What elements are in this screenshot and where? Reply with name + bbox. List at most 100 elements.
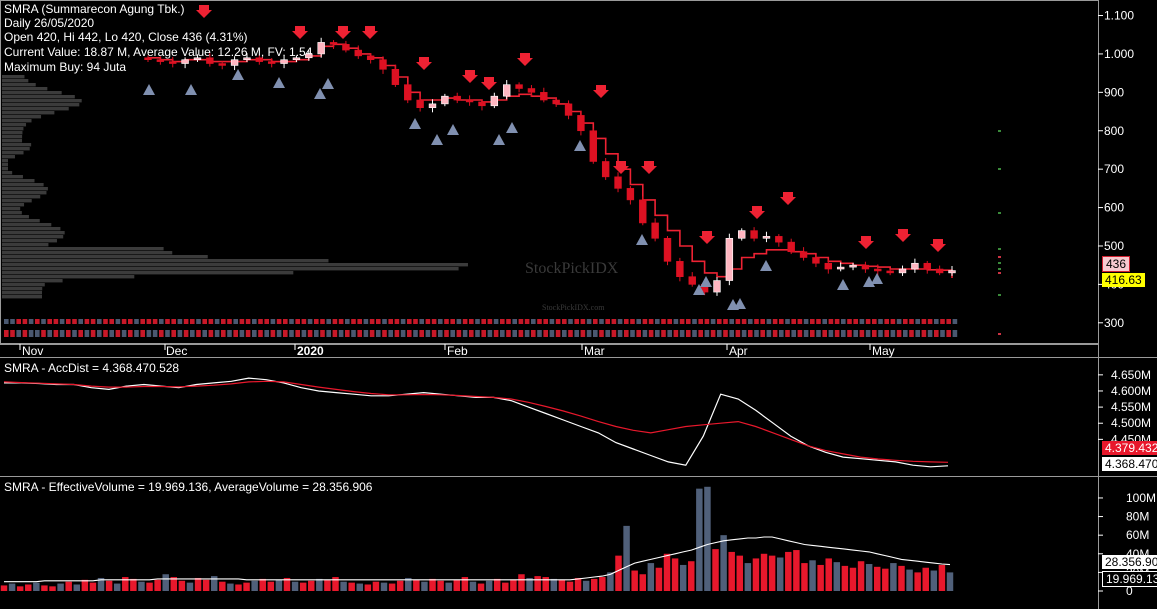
ma-line	[148, 43, 953, 278]
candle-body	[218, 63, 226, 66]
volume-bar	[316, 578, 323, 591]
volume-bar	[130, 578, 137, 591]
signal-block	[320, 330, 325, 337]
candle-body	[886, 270, 894, 274]
signal-block	[462, 319, 468, 324]
scale-marker	[998, 268, 1001, 270]
volume-bar	[81, 579, 89, 591]
volume-bar	[267, 581, 275, 591]
candle-body	[441, 95, 449, 105]
price-tick-label: 900	[1104, 85, 1124, 99]
sell-arrow	[517, 53, 533, 66]
scale-marker	[998, 262, 1001, 264]
signal-block	[239, 319, 245, 324]
volume-bar	[429, 578, 436, 591]
volume-bar	[445, 582, 452, 591]
signal-block	[828, 319, 834, 324]
signal-block	[506, 330, 511, 337]
signal-block	[524, 319, 530, 324]
profile-bar	[2, 179, 35, 183]
candle-body	[948, 270, 956, 274]
signal-block	[580, 330, 586, 337]
candle-body	[564, 103, 573, 116]
volume-bar	[243, 582, 250, 591]
sell-arrow	[641, 161, 657, 174]
sell-arrow	[362, 26, 378, 39]
signal-block	[847, 330, 852, 337]
volume-bar	[453, 579, 461, 591]
candle-body	[812, 257, 820, 264]
signal-block	[500, 319, 505, 324]
candle-body	[416, 99, 424, 109]
volume-bar	[865, 564, 873, 591]
price-tick-label: 800	[1104, 124, 1124, 138]
buy-arrow	[574, 140, 586, 151]
volume-bar	[154, 579, 161, 591]
profile-bar	[2, 215, 29, 219]
signal-block	[202, 330, 207, 337]
signal-block	[655, 319, 660, 324]
signal-block	[574, 330, 579, 337]
signal-block	[35, 319, 40, 324]
candle-body	[552, 99, 560, 105]
signal-block	[10, 330, 15, 337]
volume-bar	[526, 577, 533, 591]
signal-block	[382, 330, 387, 337]
scale-marker	[998, 333, 1001, 335]
volume-bar	[0, 585, 8, 591]
volume-bar	[833, 562, 841, 591]
signal-block	[791, 330, 796, 337]
accdist-tick-label: 4.650M	[1111, 368, 1151, 382]
signal-block	[531, 319, 536, 324]
profile-bar	[2, 227, 61, 231]
x-label-mar: Mar	[584, 344, 605, 358]
accdist-line	[4, 377, 949, 468]
price-tick-label: 700	[1104, 162, 1124, 176]
volume-tick-label: 60M	[1126, 528, 1149, 542]
volume-bar	[582, 580, 590, 591]
signal-block	[537, 330, 542, 337]
scale-marker	[998, 130, 1001, 132]
price-tick-label: 1.100	[1104, 9, 1134, 23]
candle-body	[193, 57, 202, 60]
volume-bar	[413, 579, 420, 591]
candle-body	[280, 59, 288, 64]
signal-block	[407, 330, 412, 337]
signal-block	[115, 319, 121, 324]
profile-bar	[2, 247, 164, 251]
signal-block	[481, 319, 486, 324]
volume-bar	[396, 580, 404, 591]
candle-body	[762, 236, 771, 239]
candle-body	[651, 222, 659, 239]
signal-block	[797, 330, 803, 337]
volume-bar	[938, 564, 946, 591]
candle-body	[379, 59, 387, 70]
signal-block	[431, 330, 437, 337]
candle-body	[923, 262, 931, 270]
signal-block	[766, 330, 772, 337]
signal-block	[890, 319, 896, 324]
profile-bar	[2, 287, 43, 291]
volume-bar	[898, 565, 905, 591]
signal-block	[766, 319, 772, 324]
signal-block	[834, 330, 840, 337]
signal-block	[326, 319, 331, 324]
signal-block	[109, 330, 114, 337]
candle-body	[725, 237, 734, 281]
buy-arrow	[734, 298, 746, 309]
signal-block	[841, 330, 846, 337]
scale-marker	[998, 212, 1001, 214]
signal-block	[338, 330, 344, 337]
signal-block	[661, 330, 666, 337]
volume-bar	[275, 579, 283, 591]
signal-block	[66, 319, 71, 324]
profile-bar	[2, 291, 43, 295]
candle-body	[836, 266, 845, 270]
volume-bar	[793, 550, 800, 591]
volume-bar	[558, 579, 566, 591]
signal-block	[469, 319, 474, 324]
signal-block	[258, 319, 263, 324]
signal-block	[673, 319, 679, 324]
profile-bar	[2, 191, 47, 195]
